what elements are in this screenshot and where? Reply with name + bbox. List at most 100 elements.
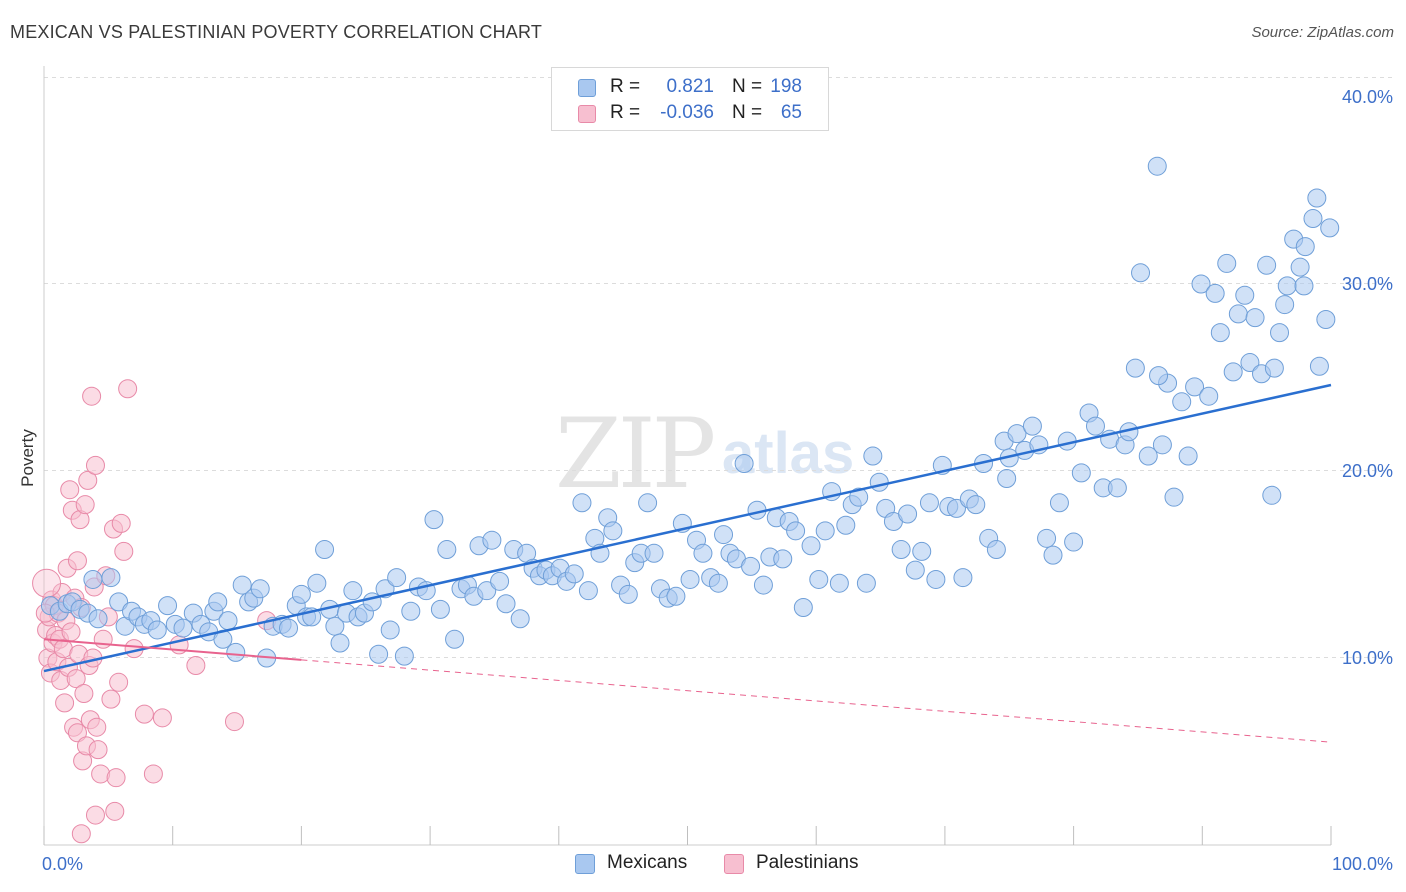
data-point-mexicans <box>863 446 883 466</box>
data-point-mexicans <box>1262 485 1282 505</box>
data-point-mexicans <box>1275 295 1295 315</box>
data-point-mexicans <box>1295 237 1315 257</box>
data-point-mexicans <box>734 454 754 474</box>
data-point-mexicans <box>793 598 813 618</box>
data-point-mexicans <box>680 569 700 589</box>
data-point-mexicans <box>232 575 252 595</box>
data-point-mexicans <box>477 581 497 601</box>
data-point-mexicans <box>912 541 932 561</box>
bottom-legend-label-palestinians: Palestinians <box>756 852 859 873</box>
data-point-palestinians <box>114 541 134 561</box>
series-mexicans <box>40 156 1340 668</box>
data-point-mexicans <box>1131 263 1151 283</box>
data-point-palestinians <box>78 470 98 490</box>
trend-lines <box>43 383 1332 743</box>
data-point-mexicans <box>1172 392 1192 412</box>
grid-lines <box>44 77 1392 658</box>
legend-row-mexicans: R = 0.821 N = 198 <box>552 76 828 102</box>
data-point-mexicans <box>1107 478 1127 498</box>
data-point-mexicans <box>618 584 638 604</box>
data-point-mexicans <box>1022 416 1042 436</box>
data-point-mexicans <box>891 540 911 560</box>
axes <box>43 66 1332 846</box>
data-point-palestinians <box>224 712 244 732</box>
data-point-palestinians <box>186 655 206 675</box>
data-point-palestinians <box>74 684 94 704</box>
tick-labels: 10.0% 20.0% 30.0% 40.0% 0.0% 100.0% Poverty <box>18 87 1393 874</box>
data-point-palestinians <box>93 629 113 649</box>
data-point-mexicans <box>849 487 869 507</box>
data-point-mexicans <box>101 568 121 588</box>
bottom-legend-label-mexicans: Mexicans <box>607 852 688 873</box>
legend-r-label: R = <box>610 76 641 97</box>
data-point-mexicans <box>1307 188 1327 208</box>
data-point-mexicans <box>437 540 457 560</box>
data-point-mexicans <box>801 536 821 556</box>
data-point-mexicans <box>1138 446 1158 466</box>
legend-swatch-mexicans <box>578 79 596 97</box>
data-point-palestinians <box>111 513 131 533</box>
data-point-mexicans <box>330 633 350 653</box>
data-point-mexicans <box>1270 323 1290 343</box>
data-point-palestinians <box>32 568 62 598</box>
data-point-mexicans <box>856 573 876 593</box>
data-point-mexicans <box>279 618 299 638</box>
data-point-mexicans <box>1235 285 1255 305</box>
data-point-palestinians <box>75 495 95 515</box>
data-point-mexicans <box>693 543 713 563</box>
data-point-mexicans <box>1240 353 1260 373</box>
data-point-mexicans <box>1152 435 1172 455</box>
legend-r-label: R = <box>610 102 641 123</box>
data-point-mexicans <box>1185 377 1205 397</box>
data-point-palestinians <box>66 669 86 689</box>
data-point-mexicans <box>572 493 592 513</box>
data-point-mexicans <box>809 569 829 589</box>
data-point-mexicans <box>578 581 598 601</box>
legend-r-value: 0.821 <box>666 76 714 97</box>
data-point-palestinians <box>67 551 87 571</box>
data-point-mexicans <box>343 581 363 601</box>
legend-n-label: N = <box>732 76 763 97</box>
trend-line-palestinians <box>43 638 302 661</box>
data-point-mexicans <box>1037 528 1057 548</box>
data-point-mexicans <box>1245 308 1265 328</box>
data-point-mexicans <box>905 560 925 580</box>
y-tick-label: 30.0% <box>1342 274 1393 294</box>
y-tick-label: 10.0% <box>1342 648 1393 668</box>
data-point-mexicans <box>898 504 918 524</box>
data-point-mexicans <box>714 525 734 545</box>
data-point-mexicans <box>490 571 510 591</box>
data-point-mexicans <box>1049 493 1069 513</box>
data-point-mexicans <box>250 579 270 599</box>
data-point-mexicans <box>1178 446 1198 466</box>
legend-r-value: -0.036 <box>660 102 714 123</box>
data-point-mexicans <box>1205 283 1225 303</box>
data-point-mexicans <box>387 568 407 588</box>
data-point-mexicans <box>1316 310 1336 330</box>
data-point-mexicans <box>218 611 238 631</box>
x-tick-label: 100.0% <box>1332 854 1393 874</box>
watermark-sub: atlas <box>722 421 855 486</box>
data-point-mexicans <box>482 530 502 550</box>
data-point-mexicans <box>1071 463 1091 483</box>
data-point-mexicans <box>603 521 623 541</box>
data-point-palestinians <box>143 764 163 784</box>
data-point-palestinians <box>61 622 81 642</box>
data-point-mexicans <box>1228 304 1248 324</box>
data-point-mexicans <box>1043 545 1063 565</box>
data-point-mexicans <box>953 568 973 588</box>
data-point-palestinians <box>105 801 125 821</box>
data-point-palestinians <box>87 717 107 737</box>
legend-n-label: N = <box>732 102 763 123</box>
data-point-mexicans <box>291 584 311 604</box>
data-point-mexicans <box>394 646 414 666</box>
data-point-mexicans <box>1264 358 1284 378</box>
data-point-palestinians <box>101 689 121 709</box>
correlation-legend: R = 0.821 N = 198 R = -0.036 N = 65 <box>551 67 829 131</box>
data-point-mexicans <box>1007 424 1027 444</box>
data-point-mexicans <box>966 495 986 515</box>
data-point-mexicans <box>1085 416 1105 436</box>
x-tick-label: 0.0% <box>42 854 83 874</box>
data-point-mexicans <box>380 620 400 640</box>
